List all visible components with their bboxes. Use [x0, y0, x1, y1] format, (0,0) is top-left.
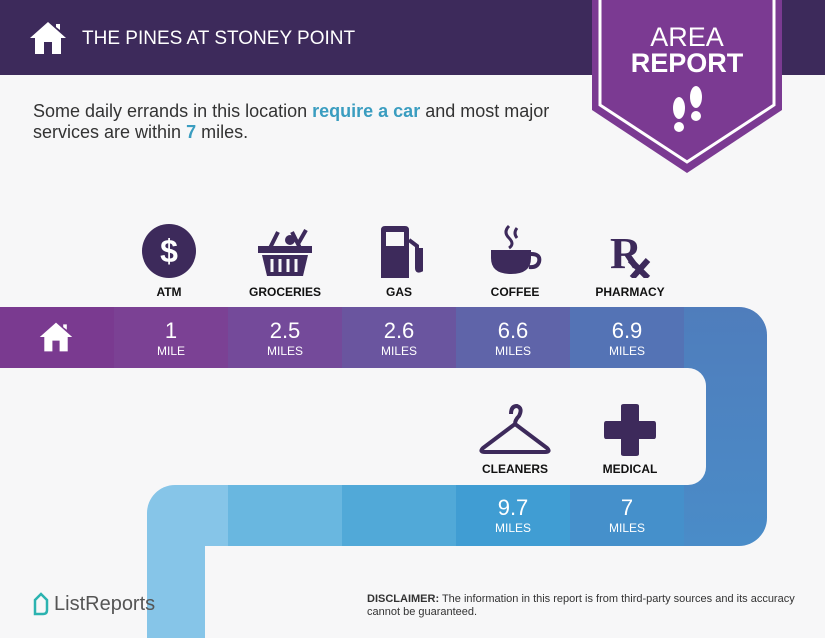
logo-icon: [33, 592, 49, 616]
label-groceries: GROCERIES: [248, 285, 321, 299]
label-atm: ATM: [156, 285, 182, 299]
basket-icon: [258, 229, 312, 276]
area-report-banner: [592, 0, 782, 173]
row2-cell: [228, 485, 342, 546]
hanger-icon: [479, 404, 551, 454]
home-icon: [39, 322, 73, 352]
distance-pharmacy: 6.9 MILES: [608, 318, 645, 359]
disclaimer: DISCLAIMER: The information in this repo…: [367, 593, 795, 618]
row2-cell: [205, 485, 228, 546]
label-coffee: COFFEE: [490, 285, 540, 299]
svg-text:$: $: [160, 233, 178, 269]
row1-cell: [114, 307, 228, 368]
inner-corner-bottom: [205, 546, 825, 638]
row1-cell: [342, 307, 456, 368]
property-title: THE PINES AT STONEY POINT: [82, 28, 356, 49]
path-left-vertical: [147, 485, 205, 638]
row2-cell: [456, 485, 570, 546]
listreports-logo: ListReports: [32, 592, 155, 616]
label-cleaners: CLEANERS: [481, 462, 548, 476]
coffee-cup-icon: [491, 224, 542, 274]
medical-cross-icon: [604, 404, 656, 456]
footprints-icon: [673, 86, 702, 132]
distance-groceries: 2.5 MILES: [266, 318, 303, 359]
row1-cell: [570, 307, 684, 368]
row2-cell: [342, 485, 456, 546]
row1-cell: [228, 307, 342, 368]
gas-pump-icon: [381, 226, 423, 278]
distance-coffee: 6.6 MILES: [494, 318, 531, 359]
label-pharmacy: PHARMACY: [595, 285, 665, 299]
inner-corner-top: [0, 368, 706, 485]
row2-cell: [570, 485, 684, 546]
label-gas: GAS: [385, 285, 412, 299]
dollar-icon: $: [142, 224, 196, 278]
distance-cleaners: 9.7 MILES: [494, 495, 531, 536]
distance-medical: 7 MILES: [608, 495, 645, 536]
row1-cell: [456, 307, 570, 368]
distance-gas: 2.6 MILES: [380, 318, 417, 359]
distance-atm: 1 MILE: [156, 318, 185, 359]
rx-icon: R: [610, 229, 651, 278]
intro-text: Some daily errands in this location requ…: [33, 101, 550, 142]
banner-title: AREA REPORT: [630, 22, 744, 78]
home-icon: [30, 22, 66, 54]
label-medical: MEDICAL: [602, 462, 658, 476]
